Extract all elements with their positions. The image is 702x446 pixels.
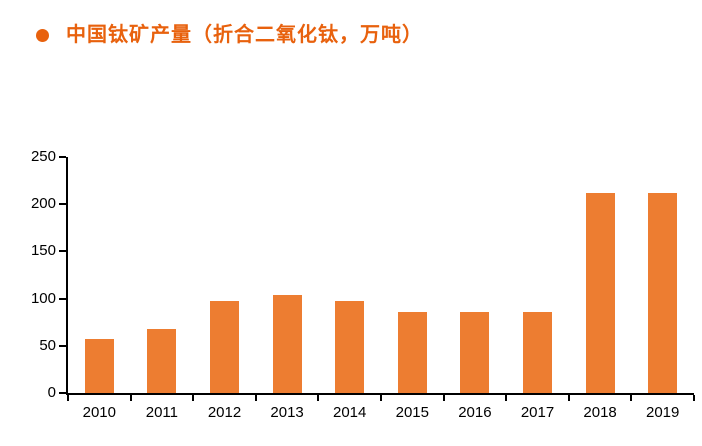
y-axis-tick: [59, 250, 66, 253]
y-axis-line: [66, 157, 68, 395]
bar-2016: [460, 311, 490, 393]
y-axis-tick-label: 50: [39, 336, 56, 354]
x-axis-label-2015: 2015: [395, 404, 429, 421]
x-axis-label-2010: 2010: [82, 404, 116, 421]
bar-2018: [585, 192, 615, 393]
y-axis-tick-label: 200: [30, 195, 56, 213]
x-axis-label-2013: 2013: [270, 404, 304, 421]
y-axis-tick: [59, 392, 66, 394]
x-axis-tick: [380, 395, 382, 401]
bar-2013: [272, 294, 302, 393]
bar-2014: [335, 301, 365, 393]
y-axis-tick: [59, 297, 66, 300]
y-axis-tick: [59, 344, 66, 347]
x-axis-label-2019: 2019: [646, 404, 680, 421]
y-axis-tick-label: 250: [30, 148, 56, 165]
x-axis-tick: [505, 395, 508, 401]
x-axis-tick: [67, 395, 69, 401]
y-axis-tick: [59, 156, 66, 158]
bar-2017: [523, 311, 552, 393]
y-axis-tick-label: 150: [30, 242, 56, 260]
y-axis-tick-label: 100: [30, 289, 56, 307]
x-axis-tick: [192, 395, 195, 401]
x-axis-label-2012: 2012: [207, 404, 242, 421]
x-axis-tick: [567, 395, 570, 401]
legend-bullet-icon: [36, 29, 49, 42]
bar-2012: [210, 301, 239, 393]
bar-2015: [397, 311, 427, 393]
x-axis-tick: [630, 395, 633, 401]
x-axis-tick: [317, 395, 320, 401]
y-axis-tick: [59, 203, 66, 206]
x-axis-tick: [254, 395, 257, 401]
bar-2019: [648, 192, 678, 393]
x-axis-tick: [693, 395, 695, 401]
x-axis-label-2016: 2016: [458, 404, 492, 421]
bar-2010: [84, 339, 114, 393]
x-axis-label-2014: 2014: [333, 404, 367, 421]
chart-legend: 中国钛矿产量（折合二氧化钛，万吨）: [36, 20, 476, 51]
chart-title: 中国钛矿产量（折合二氧化钛，万吨）: [66, 24, 423, 46]
x-axis-label-2017: 2017: [520, 404, 555, 421]
x-axis-tick: [442, 395, 445, 401]
x-axis-label-2011: 2011: [145, 404, 179, 421]
bar-2011: [147, 328, 177, 393]
x-axis-tick: [129, 395, 132, 401]
x-axis-label-2018: 2018: [583, 404, 617, 421]
x-axis-line: [66, 393, 694, 395]
y-axis-tick-label: 0: [47, 384, 56, 401]
